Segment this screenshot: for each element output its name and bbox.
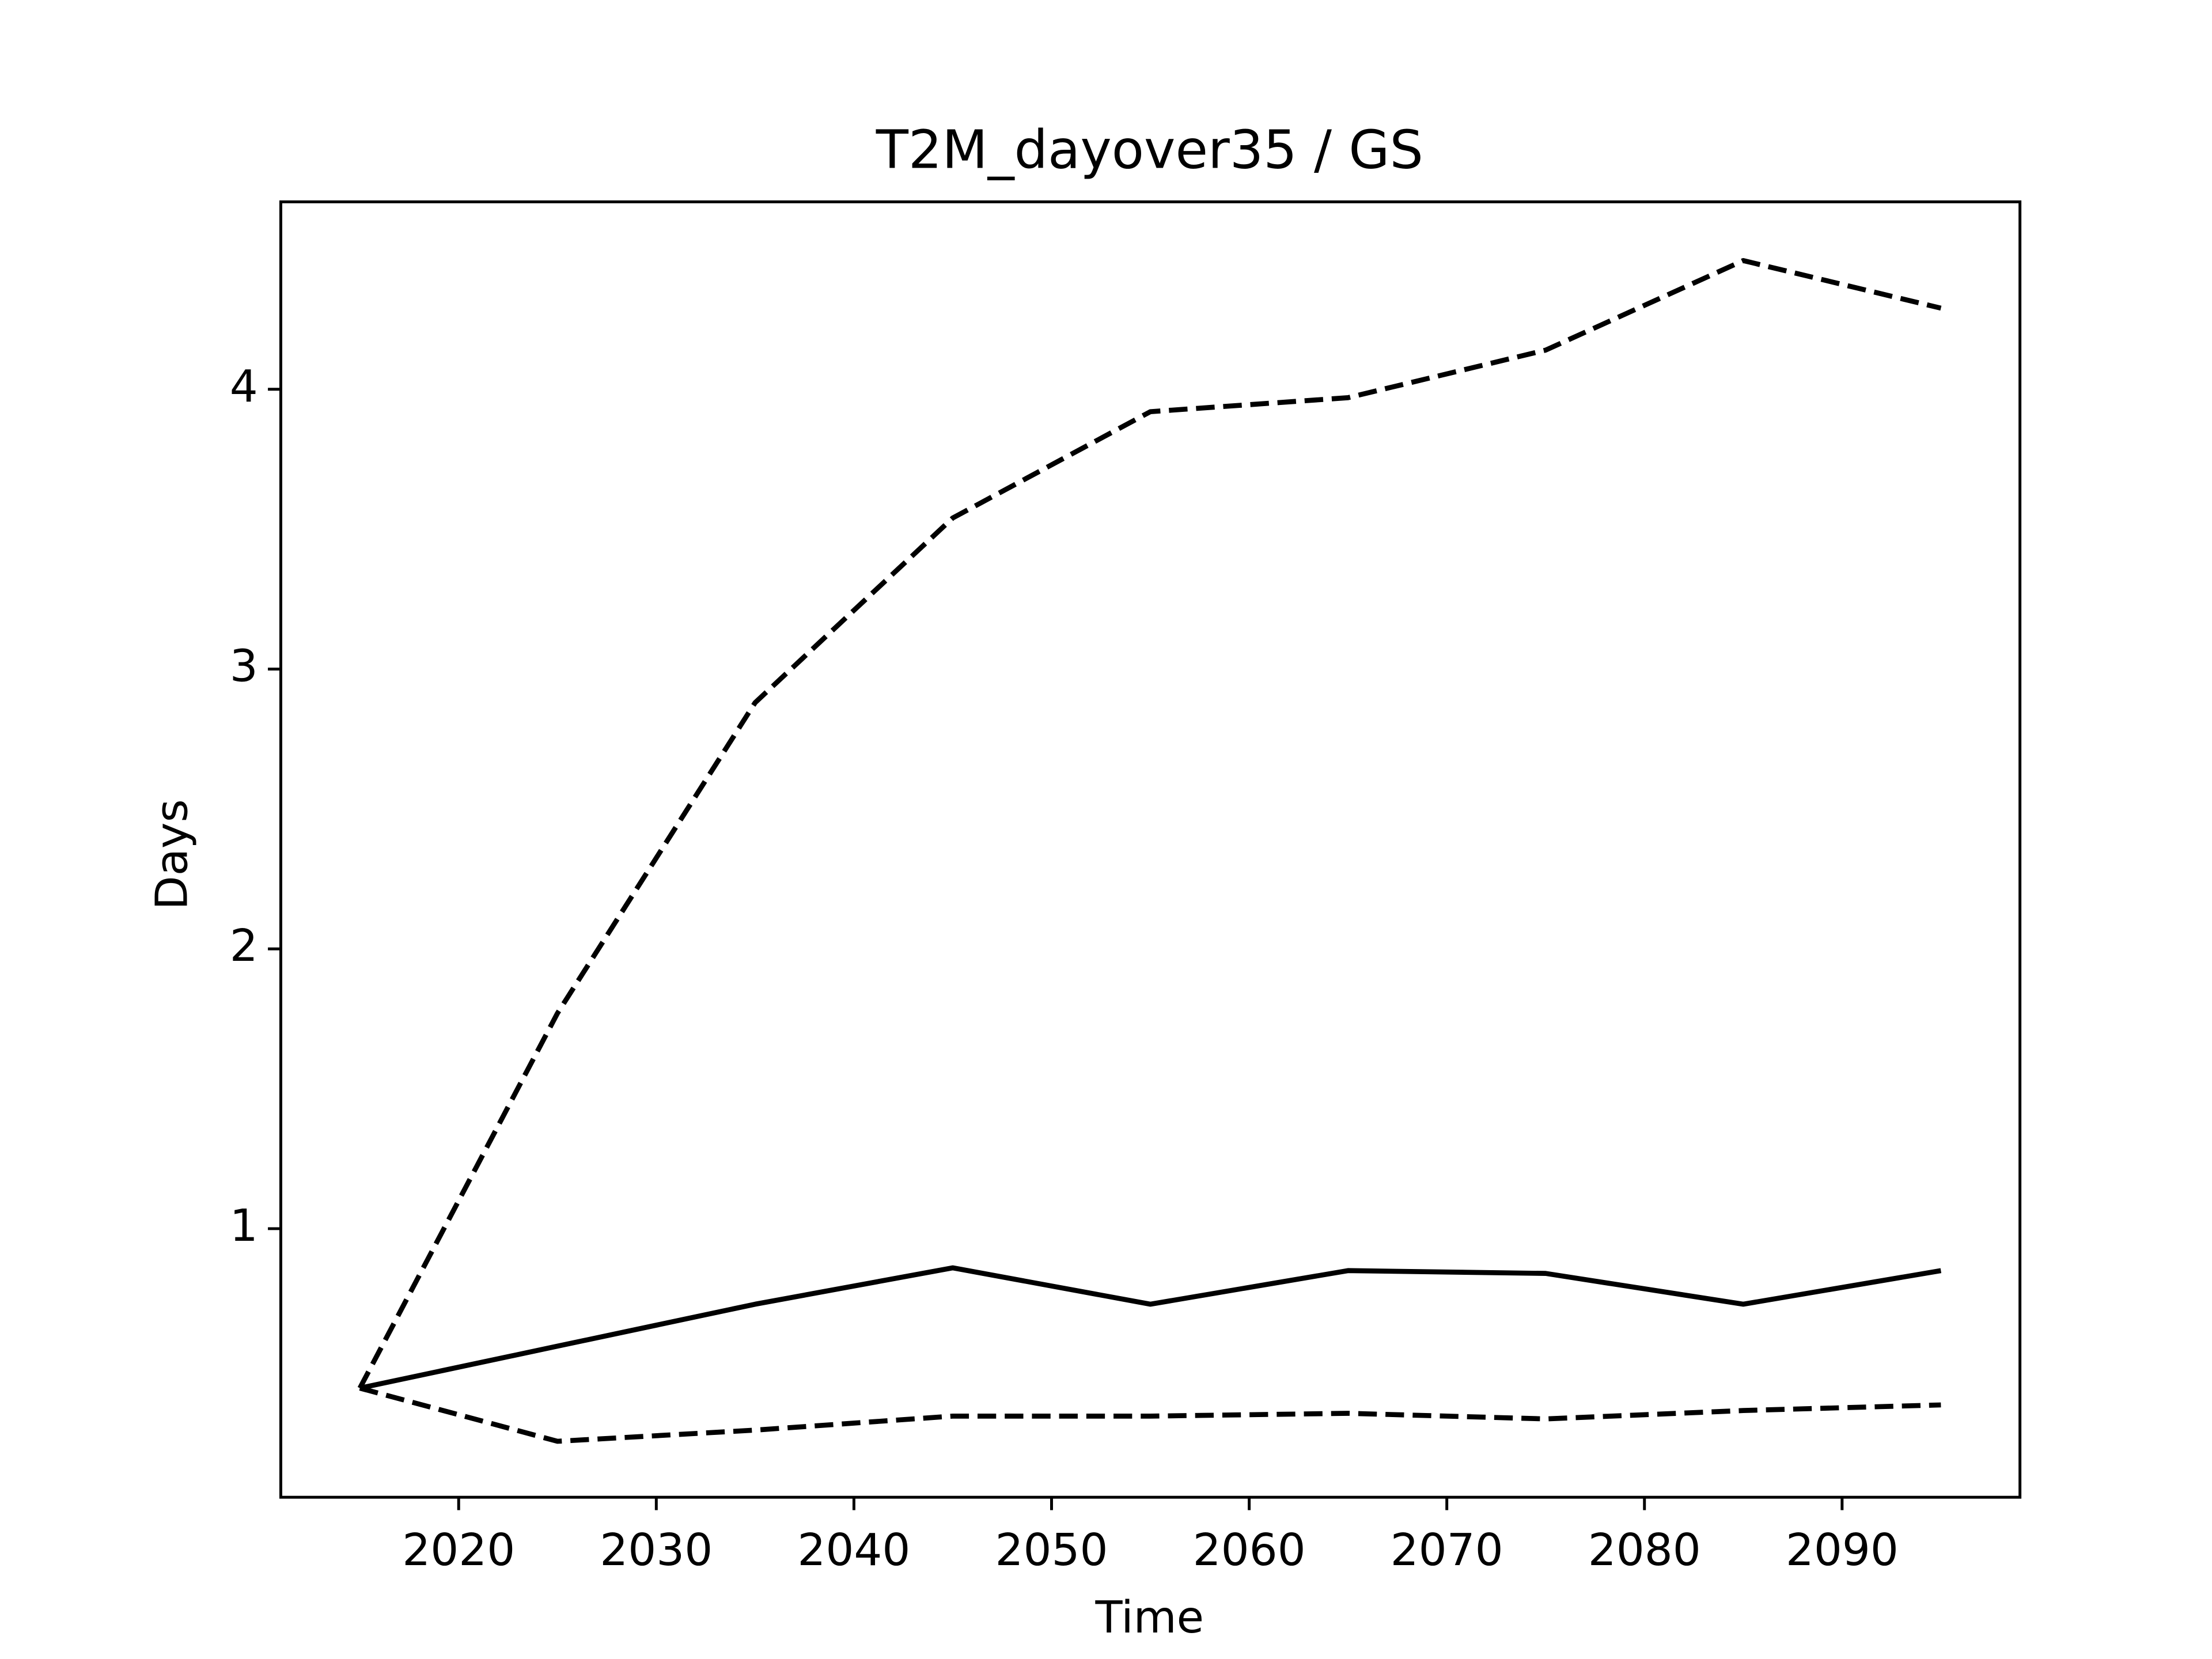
series-line (359, 1385, 1941, 1444)
series-line (357, 258, 1942, 1389)
plot-frame (279, 200, 2022, 1499)
x-tick-label: 2090 (1786, 1524, 1899, 1576)
y-tick-label: 1 (230, 1200, 258, 1252)
y-axis-label: Days (146, 799, 198, 910)
x-tick-label: 2080 (1588, 1524, 1701, 1576)
y-tick-label: 3 (230, 640, 258, 692)
y-tick-label: 2 (230, 920, 258, 972)
x-axis-label: Time (1095, 1592, 1204, 1643)
x-tick-label: 2060 (1193, 1524, 1306, 1576)
x-tick-label: 2030 (600, 1524, 713, 1576)
x-tick-label: 2050 (995, 1524, 1108, 1576)
x-tick-label: 2070 (1391, 1524, 1503, 1576)
x-tick-label: 2020 (402, 1524, 515, 1576)
series-line (359, 1265, 1942, 1391)
chart-title: T2M_dayover35 / GS (876, 119, 1423, 180)
x-tick-label: 2040 (797, 1524, 910, 1576)
y-tick-label: 4 (230, 361, 258, 412)
